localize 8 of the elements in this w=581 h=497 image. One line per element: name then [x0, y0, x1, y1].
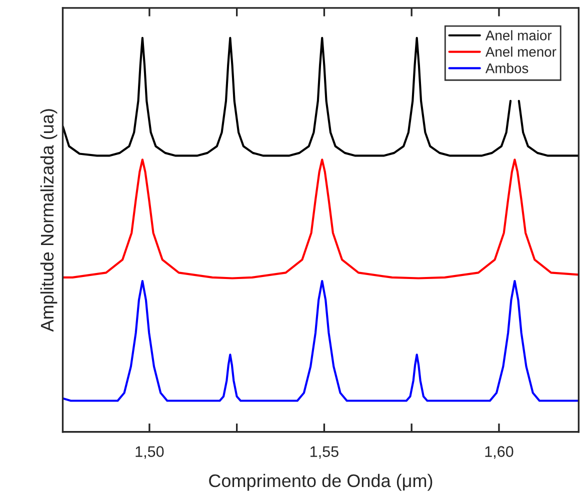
x-tick-label: 1,60	[485, 446, 514, 459]
legend-label: Anel maior	[485, 30, 552, 40]
x-tick-label: 1,55	[310, 446, 338, 459]
x-tick-label: 1,50	[136, 446, 164, 459]
y-axis-title: Amplitude Normalizada (ua)	[40, 109, 58, 332]
x-axis-title: Comprimento de Onda (μm)	[209, 474, 432, 491]
legend-label: Ambos	[485, 63, 528, 74]
legend-label: Anel menor	[485, 46, 556, 57]
